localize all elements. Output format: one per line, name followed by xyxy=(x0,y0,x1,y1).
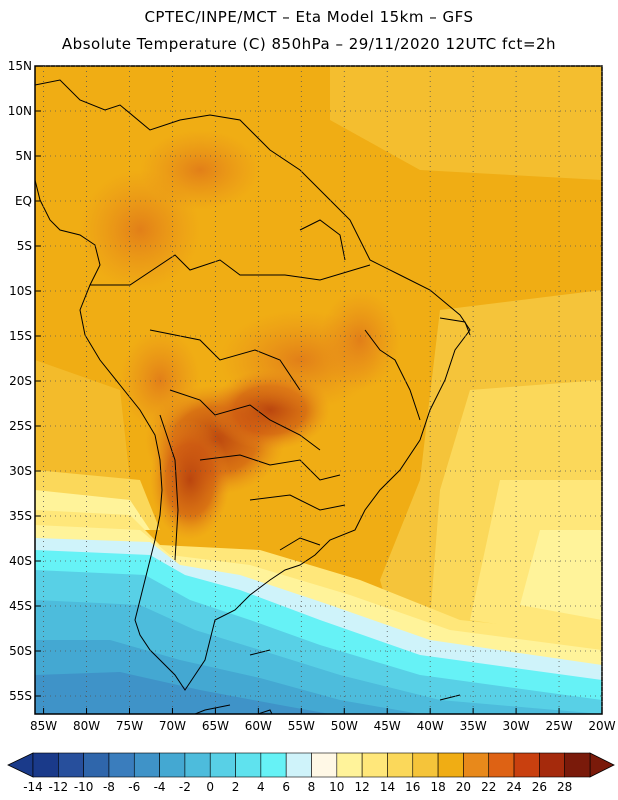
colorbar-box xyxy=(184,752,211,778)
lon-tick-label: 75W xyxy=(116,719,143,733)
colorbar-label: 22 xyxy=(481,780,496,794)
lon-tick-label: 50W xyxy=(331,719,358,733)
colorbar-box xyxy=(488,752,515,778)
lon-tick-label: 60W xyxy=(245,719,272,733)
colorbar-label: 6 xyxy=(282,780,290,794)
colorbar-label: 0 xyxy=(206,780,214,794)
colorbar-label: -2 xyxy=(179,780,191,794)
colorbar-label: 24 xyxy=(506,780,521,794)
lon-tick-label: 55W xyxy=(288,719,315,733)
lon-tick-label: 30W xyxy=(503,719,530,733)
graticule xyxy=(35,65,603,714)
lat-tick-label: 45S xyxy=(9,599,32,613)
lat-tick-label: 10S xyxy=(9,284,32,298)
lat-tick-label: EQ xyxy=(15,194,32,208)
colorbar-label: 18 xyxy=(430,780,445,794)
colorbar-box xyxy=(235,752,262,778)
colorbar-label: 8 xyxy=(308,780,316,794)
colorbar-max-arrow xyxy=(589,752,615,778)
colorbar-label: -6 xyxy=(128,780,140,794)
colorbar-box xyxy=(361,752,388,778)
colorbar-label: -10 xyxy=(74,780,94,794)
lat-tick-label: 5N xyxy=(15,149,32,163)
colorbar-box xyxy=(311,752,338,778)
map-frame xyxy=(34,65,603,715)
lon-tick-label: 80W xyxy=(73,719,100,733)
lat-tick-label: 35S xyxy=(9,509,32,523)
colorbar-box xyxy=(539,752,565,778)
title-line-2: Absolute Temperature (C) 850hPa – 29/11/… xyxy=(61,35,557,53)
colorbar-label: 16 xyxy=(405,780,420,794)
lon-tick-label: 35W xyxy=(460,719,487,733)
colorbar-box xyxy=(463,752,490,778)
lat-tick-label: 55S xyxy=(9,689,32,703)
colorbar-box xyxy=(108,752,135,778)
colorbar-label: 12 xyxy=(354,780,369,794)
colorbar-box xyxy=(32,752,59,778)
lat-tick-label: 10N xyxy=(8,104,32,118)
colorbar-box xyxy=(260,752,287,778)
colorbar-box xyxy=(159,752,186,778)
colorbar-box xyxy=(133,752,160,778)
colorbar-label: -12 xyxy=(49,780,69,794)
field-layer xyxy=(35,66,602,714)
colorbar-min-arrow xyxy=(7,752,34,778)
lat-tick-label: 15N xyxy=(8,60,32,73)
colorbar-label: 26 xyxy=(532,780,547,794)
lon-tick-label: 45W xyxy=(374,719,401,733)
colorbar-label: -8 xyxy=(103,780,115,794)
lon-tick-label: 70W xyxy=(159,719,186,733)
colorbar-box xyxy=(285,752,312,778)
colorbar-label: 20 xyxy=(456,780,471,794)
colorbar-box xyxy=(564,752,591,778)
colorbar-label: -4 xyxy=(154,780,166,794)
colorbar-box xyxy=(387,752,414,778)
lat-tick-label: 40S xyxy=(9,554,32,568)
colorbar-box xyxy=(336,752,363,778)
lat-tick-label: 15S xyxy=(9,329,32,343)
colorbar-box xyxy=(58,752,84,778)
lon-tick-label: 85W xyxy=(30,719,57,733)
lat-tick-label: 30S xyxy=(9,464,32,478)
colorbar-label: 28 xyxy=(557,780,572,794)
colorbar-box xyxy=(412,752,439,778)
lat-tick-label: 5S xyxy=(17,239,32,253)
colorbar-box xyxy=(83,752,110,778)
colorbar-label: 14 xyxy=(380,780,395,794)
title-line-1: CPTEC/INPE/MCT – Eta Model 15km – GFS xyxy=(144,8,474,26)
colorbar: -14 -12 -10 -8 -6 -4 -2 0 2 4 6 8 10 12 14 16 18 20 22 24 26… xyxy=(7,752,615,794)
colorbar-box xyxy=(209,752,236,778)
latitude-labels: 15N 10N 5N EQ 5S 10S 15S 20S 25S 30S 35S 40S 45S 50S 5… xyxy=(8,60,41,703)
lat-tick-label: 50S xyxy=(9,644,32,658)
colorbar-label: 10 xyxy=(329,780,344,794)
colorbar-box xyxy=(513,752,540,778)
lon-tick-label: 20W xyxy=(588,719,615,733)
colorbar-label: 4 xyxy=(257,780,265,794)
lat-tick-label: 25S xyxy=(9,419,32,433)
longitude-labels: 85W 80W 75W 70W 65W 60W 55W 50W 45W 40W 35W 30W 25W 2… xyxy=(30,708,616,733)
colorbar-box xyxy=(437,752,464,778)
temperature-map: 15N 10N 5N EQ 5S 10S 15S 20S 25S 30S 35S 40S 45S 50S 5… xyxy=(8,60,616,733)
coastlines xyxy=(35,79,471,714)
colorbar-label: 2 xyxy=(232,780,240,794)
colorbar-label: -14 xyxy=(23,780,43,794)
lon-tick-label: 40W xyxy=(417,719,444,733)
lon-tick-label: 25W xyxy=(545,719,572,733)
lat-tick-label: 20S xyxy=(9,374,32,388)
lon-tick-label: 65W xyxy=(202,719,229,733)
